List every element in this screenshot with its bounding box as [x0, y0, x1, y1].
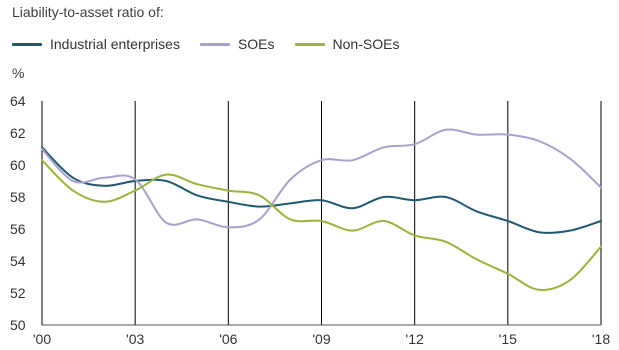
x-tick-label-2015: '15: [499, 331, 517, 347]
x-tick-label-2018: '18: [592, 331, 610, 347]
series-line-non-soes: [41, 159, 602, 291]
y-tick-label-60: 60: [10, 157, 26, 173]
legend-swatch-industrial: [12, 42, 42, 46]
series-line-industrial-enterprises: [41, 146, 602, 234]
series-line-soes: [41, 128, 602, 229]
x-tick-label-2009: '09: [312, 331, 330, 347]
x-tick-label-2003: '03: [126, 331, 144, 347]
legend-swatch-non-soes: [294, 42, 325, 46]
legend-label-non-soes: Non-SOEs: [332, 36, 400, 52]
y-tick-label-52: 52: [10, 285, 26, 301]
chart-legend: Industrial enterprises SOEs Non-SOEs: [12, 36, 399, 52]
legend-label-soes: SOEs: [237, 36, 275, 52]
y-tick-label-56: 56: [10, 221, 26, 237]
y-tick-label-54: 54: [10, 253, 26, 269]
legend-item-non-soes: Non-SOEs: [294, 36, 400, 52]
legend-item-industrial: Industrial enterprises: [12, 36, 180, 52]
x-tick-label-2006: '06: [219, 331, 237, 347]
y-tick-label-50: 50: [10, 317, 26, 333]
x-tick-label-2012: '12: [406, 331, 424, 347]
legend-swatch-soes: [199, 42, 230, 46]
legend-label-industrial: Industrial enterprises: [50, 36, 180, 52]
y-tick-label-62: 62: [10, 125, 26, 141]
y-tick-label-64: 64: [10, 93, 26, 109]
chart-title: Liability-to-asset ratio of:: [12, 4, 164, 20]
x-tick-label-2000: '00: [33, 331, 51, 347]
y-tick-label-58: 58: [10, 189, 26, 205]
legend-item-soes: SOEs: [199, 36, 275, 52]
y-axis-unit-label: %: [12, 65, 25, 81]
